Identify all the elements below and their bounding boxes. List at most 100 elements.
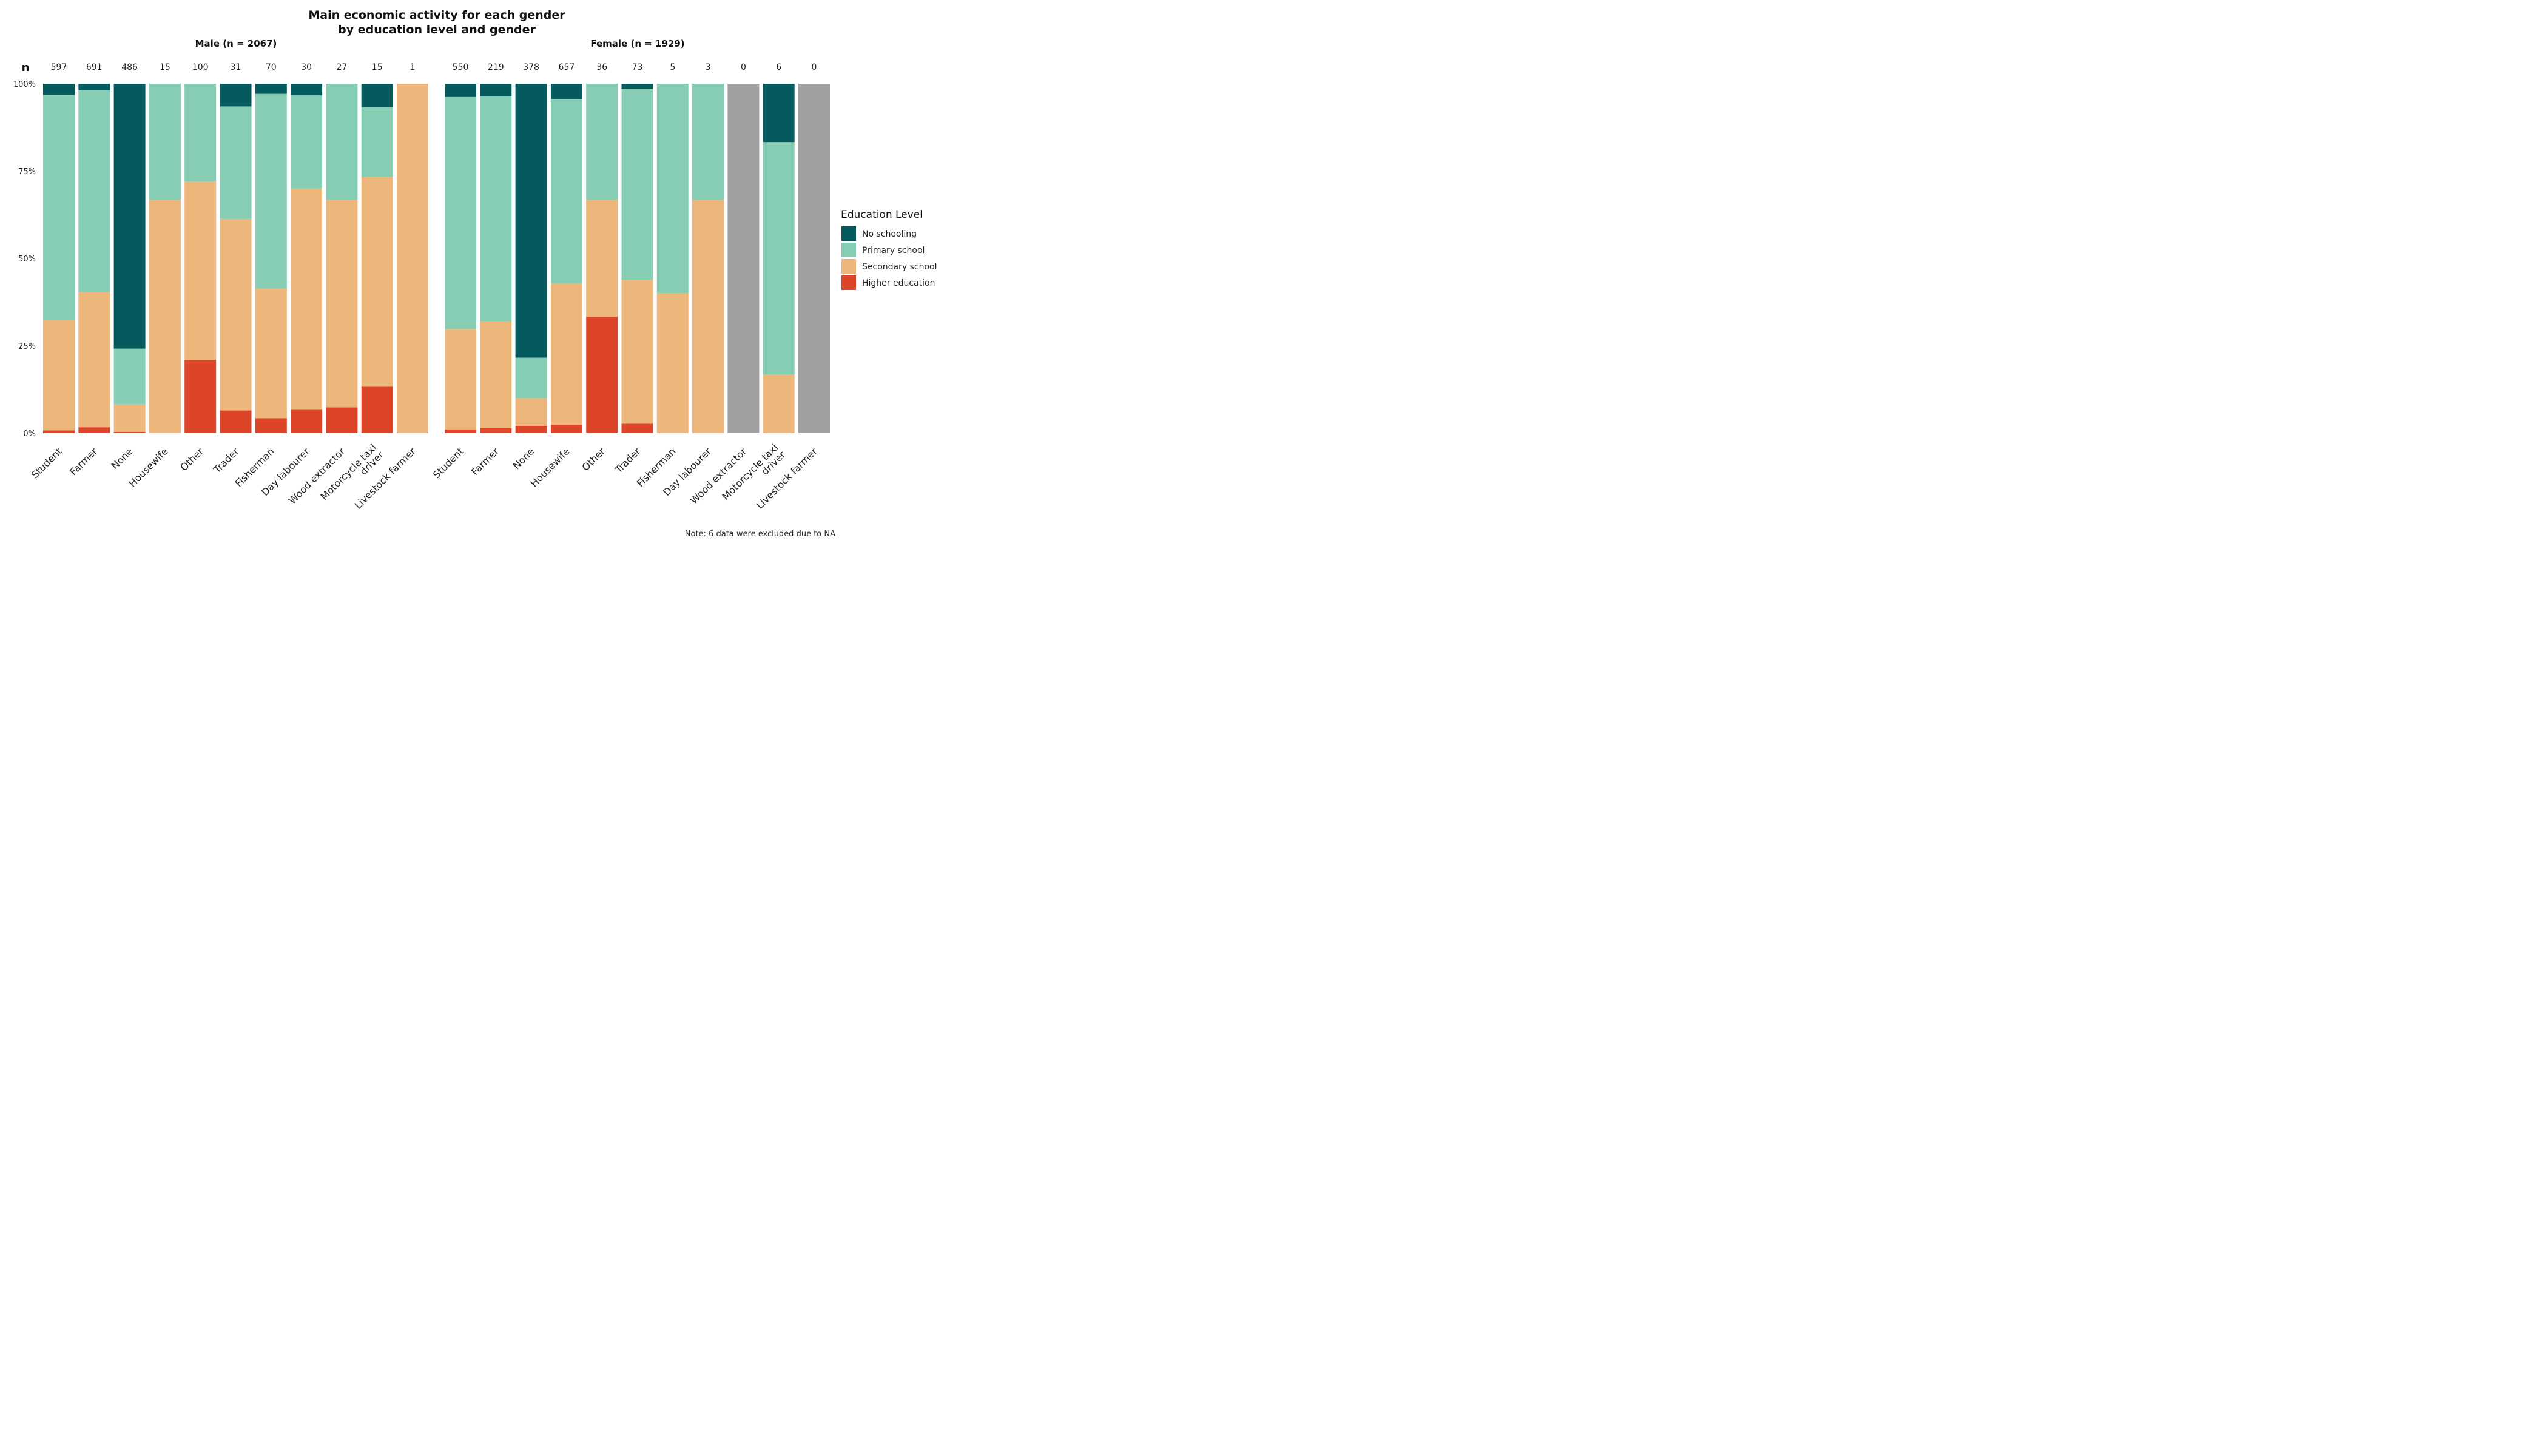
n-count-male-none: 486 [121, 62, 138, 72]
x-tick-label-line: None [109, 445, 135, 471]
y-tick-label-50: 50% [18, 255, 36, 264]
bar-segment-male-none-primary-school [113, 348, 146, 405]
bar-segment-female-other-higher-education [586, 317, 618, 433]
bar-segment-female-motorcycle-taxi-driver-no-schooling [763, 84, 795, 143]
legend-swatch-primary-school [841, 243, 856, 257]
y-tick-label-25: 25% [18, 342, 36, 351]
bar-segment-female-motorcycle-taxi-driver-secondary-school [763, 374, 795, 433]
bar-segment-male-day-labourer-higher-education [291, 410, 323, 433]
n-counts: 597 691 486 15 100 31 70 30 27 15 1 550 219 378 657 36 7… [51, 62, 817, 72]
bar-segment-male-day-labourer-no-schooling [291, 84, 323, 96]
bar-segment-female-trader-higher-education [621, 423, 653, 433]
bar-segment-female-trader-secondary-school [621, 280, 653, 424]
bar-segment-male-fisherman-primary-school [255, 93, 287, 289]
legend-title: Education Level [841, 209, 923, 221]
facet-label-male: Male (n = 2067) [195, 38, 277, 49]
bar-segment-female-none-higher-education [515, 425, 547, 433]
bar-segment-female-none-primary-school [515, 357, 547, 399]
bar-segment-male-day-labourer-secondary-school [291, 188, 323, 410]
bar-segment-female-none-secondary-school [515, 398, 547, 426]
bar-segment-male-trader-primary-school [220, 106, 252, 219]
n-count-male-housewife: 15 [160, 62, 170, 72]
bar-segment-female-farmer-higher-education [480, 428, 512, 433]
n-count-male-farmer: 691 [86, 62, 103, 72]
n-count-female-wood-extractor: 0 [741, 62, 746, 72]
bar-segment-female-fisherman-primary-school [656, 84, 689, 294]
x-tick-label-female-farmer: Farmer [469, 445, 501, 477]
bar-segment-female-student-higher-education [445, 429, 476, 433]
n-count-male-other: 100 [192, 62, 209, 72]
x-tick-label-female-student: Student [431, 445, 466, 480]
x-tick-label-male-farmer: Farmer [67, 445, 99, 477]
bar-segment-male-student-primary-school [43, 95, 75, 320]
n-count-female-livestock-farmer: 0 [812, 62, 817, 72]
x-tick-label-male-student: Student [29, 445, 64, 480]
bar-segment-male-other-secondary-school [184, 181, 217, 360]
x-tick-label-female-motorcycle-taxi-driver: Motorcycle taxidriver [720, 442, 787, 510]
bar-segment-male-other-higher-education [184, 360, 217, 433]
x-tick-label-line: None [510, 445, 536, 471]
n-count-female-fisherman: 5 [670, 62, 675, 72]
bar-segment-male-trader-no-schooling [220, 84, 252, 107]
bar-female-wood-extractor-na [727, 84, 760, 433]
n-count-male-student: 597 [51, 62, 67, 72]
bar-segment-female-day-labourer-secondary-school [692, 200, 724, 433]
bar-segment-male-wood-extractor-higher-education [326, 407, 358, 433]
bar-segment-male-trader-secondary-school [220, 218, 252, 411]
x-tick-label-line: Farmer [469, 445, 501, 477]
bar-segment-female-farmer-primary-school [480, 96, 512, 322]
legend-label-primary-school: Primary school [862, 246, 925, 255]
n-count-male-livestock-farmer: 1 [410, 62, 416, 72]
bar-segment-male-farmer-higher-education [78, 427, 110, 433]
bar-segment-female-trader-no-schooling [621, 84, 653, 89]
legend-swatch-secondary-school [841, 259, 856, 274]
n-count-female-student: 550 [453, 62, 469, 72]
n-count-male-fisherman: 70 [266, 62, 277, 72]
bar-segment-male-fisherman-no-schooling [255, 84, 287, 94]
bar-segment-female-student-primary-school [445, 96, 476, 329]
bar-segment-female-housewife-secondary-school [550, 283, 582, 425]
bar-segment-female-housewife-primary-school [550, 99, 582, 283]
chart-title-line-1: Main economic activity for each gender [308, 8, 565, 22]
n-count-female-other: 36 [596, 62, 607, 72]
x-tick-label-line: Trader [613, 445, 643, 476]
x-tick-label-female-none: None [510, 445, 536, 471]
bar-female-livestock-farmer-na [798, 84, 830, 433]
x-tick-label-line: Other [579, 445, 607, 473]
y-tick-label-0: 0% [23, 430, 36, 439]
n-count-female-trader: 73 [632, 62, 643, 72]
legend-label-higher-education: Higher education [862, 278, 935, 288]
y-tick-label-100: 100% [13, 80, 36, 89]
x-tick-label-female-other: Other [579, 445, 607, 473]
bar-segment-male-student-no-schooling [43, 84, 75, 95]
bar-segment-male-trader-higher-education [220, 410, 252, 433]
bar-segment-male-other-primary-school [184, 84, 217, 182]
n-count-female-housewife: 657 [559, 62, 575, 72]
legend-label-secondary-school: Secondary school [862, 262, 937, 272]
x-tick-label-line: Trader [211, 445, 241, 476]
bar-segment-male-student-higher-education [43, 430, 75, 433]
legend: Education Level No schooling Primary scho… [841, 209, 937, 290]
bar-segment-male-none-higher-education [113, 431, 146, 433]
legend-swatch-no-schooling [841, 226, 856, 241]
n-count-male-motorcycle-taxi-driver: 15 [372, 62, 383, 72]
chart-title-line-2: by education level and gender [338, 23, 536, 36]
footnote: Note: 6 data were excluded due to NA [685, 530, 835, 538]
n-count-male-trader: 31 [231, 62, 241, 72]
bar-segment-male-farmer-secondary-school [78, 292, 110, 428]
x-tick-label-male-motorcycle-taxi-driver: Motorcycle taxidriver [318, 442, 386, 510]
bar-segment-male-housewife-primary-school [149, 84, 181, 200]
bar-segment-female-day-labourer-primary-school [692, 84, 724, 200]
bar-segment-male-none-no-schooling [113, 84, 146, 349]
chart: Main economic activity for each gender b… [13, 8, 937, 538]
bar-segment-male-motorcycle-taxi-driver-no-schooling [361, 84, 393, 107]
bar-segment-female-farmer-secondary-school [480, 321, 512, 428]
x-tick-label-line: Student [431, 445, 466, 480]
n-count-female-day-labourer: 3 [706, 62, 711, 72]
x-tick-label-male-trader: Trader [211, 445, 241, 476]
bar-segment-male-wood-extractor-secondary-school [326, 200, 358, 408]
bar-segment-male-wood-extractor-primary-school [326, 84, 358, 200]
bar-segment-female-farmer-no-schooling [480, 84, 512, 96]
bar-segment-male-housewife-secondary-school [149, 200, 181, 433]
x-tick-label-male-none: None [109, 445, 135, 471]
